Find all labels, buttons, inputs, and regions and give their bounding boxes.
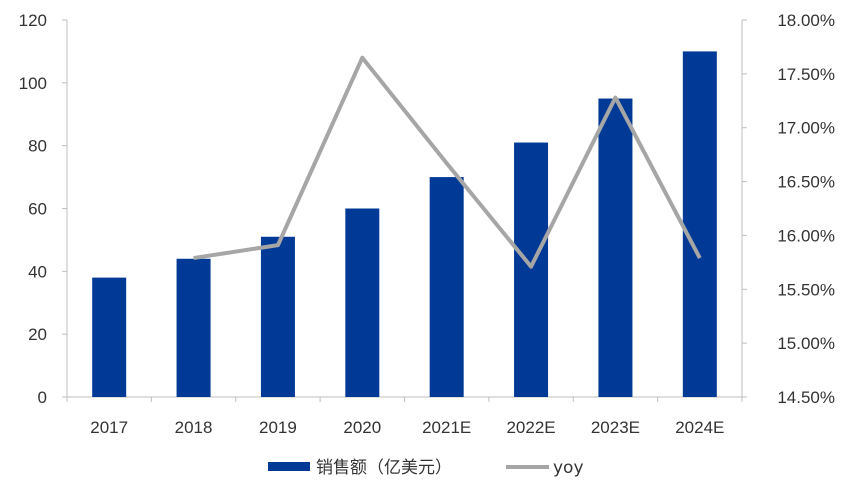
x-tick-label: 2022E (506, 418, 555, 437)
y-left-tick-label: 100 (19, 74, 47, 93)
x-tick-label: 2019 (259, 418, 297, 437)
y-left-tick-label: 80 (28, 137, 47, 156)
y-right-tick-label: 17.50% (777, 65, 835, 84)
x-tick-label: 2020 (343, 418, 381, 437)
y-right-tick-label: 16.00% (777, 226, 835, 245)
bar (514, 142, 549, 397)
bar (345, 208, 380, 397)
bar (682, 51, 717, 398)
bar (260, 236, 295, 397)
y-left-tick-label: 60 (28, 200, 47, 219)
y-right-tick-label: 16.50% (777, 173, 835, 192)
x-tick-label: 2024E (675, 418, 724, 437)
x-tick-label: 2021E (422, 418, 471, 437)
legend-label-line: yoy (553, 458, 584, 478)
bar (176, 258, 211, 397)
y-left-tick-label: 20 (28, 325, 47, 344)
bar (92, 277, 127, 397)
y-left-tick-label: 40 (28, 262, 47, 281)
y-right-tick-label: 14.50% (777, 388, 835, 407)
bar (429, 177, 464, 397)
y-right-tick-label: 18.00% (777, 11, 835, 30)
y-right-tick-label: 15.00% (777, 334, 835, 353)
legend-label-bar: 销售额（亿美元） (316, 458, 452, 478)
y-right-tick-label: 17.00% (777, 119, 835, 138)
y-right-tick-label: 15.50% (777, 280, 835, 299)
bar (598, 98, 633, 398)
legend-swatch-bar (268, 462, 310, 471)
x-tick-label: 2018 (175, 418, 213, 437)
x-tick-label: 2017 (90, 418, 128, 437)
y-left-tick-label: 0 (38, 388, 47, 407)
x-tick-label: 2023E (591, 418, 640, 437)
y-left-tick-label: 120 (19, 11, 47, 30)
